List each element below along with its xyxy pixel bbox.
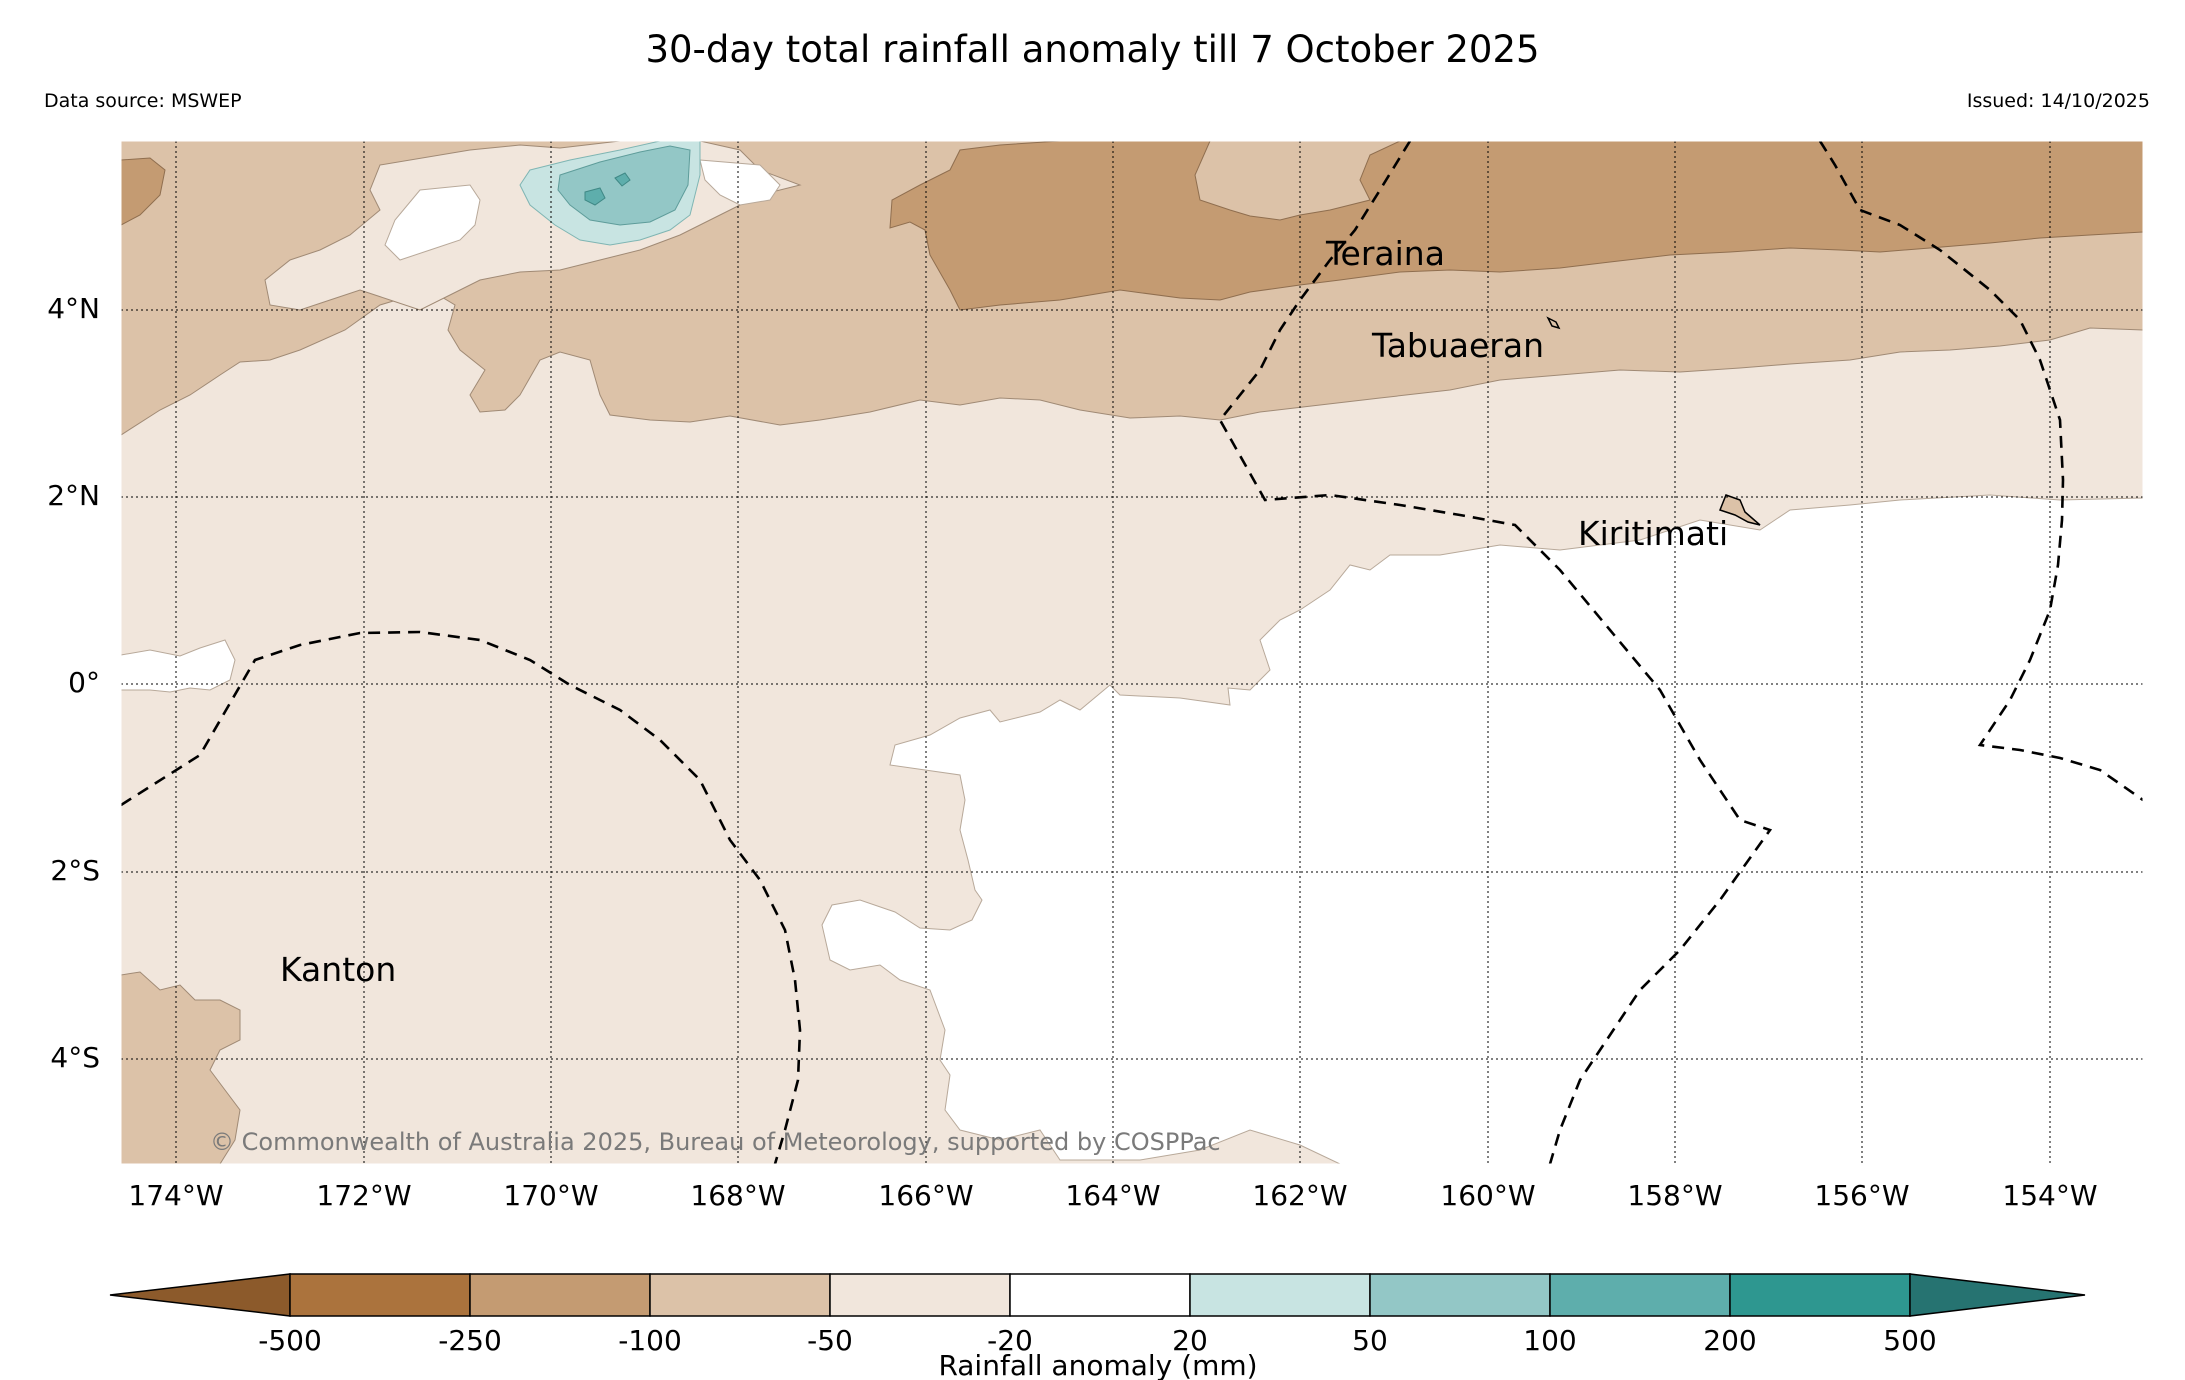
lat-label-4s: 4°S (50, 1041, 100, 1074)
lon-label-174w: 174°W (128, 1179, 223, 1212)
place-label-teraina: Teraina (1325, 234, 1445, 273)
lat-label-2s: 2°S (50, 854, 100, 887)
colorbar-tick-label: -50 (807, 1324, 853, 1357)
lon-label-160w: 160°W (1440, 1179, 1535, 1212)
eez-boundaries (121, 141, 2143, 1164)
lon-label-156w: 156°W (1814, 1179, 1909, 1212)
lon-label-162w: 162°W (1252, 1179, 1347, 1212)
colorbar: -500 -250 -100 -50 -20 20 50 100 200 500 (109, 1273, 2086, 1357)
band-minus100-minus50-sw (121, 971, 241, 1164)
colorbar-tick-label: -100 (618, 1324, 682, 1357)
colorbar-tick-label: -500 (258, 1324, 322, 1357)
colorbar-tick-label: 200 (1703, 1324, 1756, 1357)
near-normal-area (821, 494, 2143, 1164)
eez-boundary-kanton (121, 630, 802, 1164)
kiritimati-island (1719, 494, 1761, 526)
band-100-200 (584, 172, 631, 206)
map-frame (120, 140, 2144, 1165)
anomaly-field (121, 141, 2143, 1164)
near-normal-north-2 (699, 159, 781, 206)
copyright-notice: © Commonwealth of Australia 2025, Bureau… (210, 1128, 1221, 1156)
place-label-kiritimati: Kiritimati (1578, 514, 1728, 553)
colorbar-segment (829, 1273, 1011, 1317)
colorbar-extend-high (1909, 1273, 2086, 1317)
colorbar-tick-label: -20 (987, 1324, 1033, 1357)
issued-date: Issued: 14/10/2025 (1966, 90, 2150, 112)
colorbar-segment (1189, 1273, 1371, 1317)
colorbar-segment (469, 1273, 651, 1317)
colorbar-tick-label: 100 (1523, 1324, 1576, 1357)
near-normal-patch-west (121, 639, 236, 693)
lon-label-166w: 166°W (878, 1179, 973, 1212)
near-normal-north (384, 184, 481, 261)
place-label-kanton: Kanton (280, 950, 396, 989)
lon-label-158w: 158°W (1627, 1179, 1722, 1212)
lat-label-2n: 2°N (47, 479, 100, 512)
tabuaeran-island (1546, 316, 1561, 330)
colorbar-tick-label: 50 (1352, 1324, 1388, 1357)
lat-label-4n: 4°N (47, 292, 100, 325)
colorbar-segment (289, 1273, 471, 1317)
band-minus250-minus100-nw (121, 157, 166, 226)
colorbar-tick-label: -250 (438, 1324, 502, 1357)
colorbar-extend-low (109, 1273, 291, 1317)
lon-label-168w: 168°W (690, 1179, 785, 1212)
colorbar-tick-label: 500 (1883, 1324, 1936, 1357)
data-source: Data source: MSWEP (44, 90, 242, 112)
place-label-tabuaeran: Tabuaeran (1371, 326, 1544, 365)
colorbar-segment (1549, 1273, 1731, 1317)
colorbar-segment (1369, 1273, 1551, 1317)
colorbar-tick-label: 20 (1172, 1324, 1208, 1357)
colorbar-segment (649, 1273, 831, 1317)
eez-boundary-line-islands-west (1218, 141, 1773, 1164)
colorbar-segment (1729, 1273, 1911, 1317)
graticule (121, 141, 2143, 1164)
lon-label-170w: 170°W (503, 1179, 598, 1212)
colorbar-segment (1009, 1273, 1191, 1317)
lat-label-equator: 0° (68, 666, 100, 699)
lon-label-172w: 172°W (316, 1179, 411, 1212)
colorbar-title: Rainfall anomaly (mm) (938, 1349, 1257, 1380)
lon-label-154w: 154°W (2002, 1179, 2097, 1212)
lon-label-164w: 164°W (1065, 1179, 1160, 1212)
map-title: 30-day total rainfall anomaly till 7 Oct… (645, 28, 1540, 71)
band-50-100 (557, 145, 691, 226)
eez-boundary-line-islands-east (1818, 141, 2143, 802)
band-minus100-pale-north (1194, 141, 1401, 221)
